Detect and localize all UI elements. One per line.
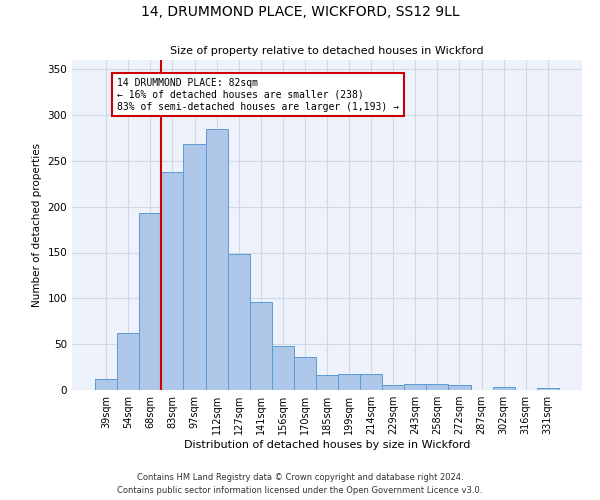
Bar — [493, 387, 515, 390]
Bar — [161, 172, 184, 390]
Bar — [206, 128, 227, 390]
X-axis label: Distribution of detached houses by size in Wickford: Distribution of detached houses by size … — [184, 440, 470, 450]
Y-axis label: Number of detached properties: Number of detached properties — [32, 143, 42, 307]
Bar — [95, 379, 117, 390]
Bar — [184, 144, 206, 390]
Bar — [382, 386, 404, 390]
Text: Contains HM Land Registry data © Crown copyright and database right 2024.
Contai: Contains HM Land Registry data © Crown c… — [118, 474, 482, 495]
Bar — [272, 346, 294, 390]
Bar — [427, 384, 448, 390]
Bar — [139, 213, 161, 390]
Bar — [227, 254, 250, 390]
Bar — [117, 333, 139, 390]
Bar — [537, 388, 559, 390]
Bar — [404, 384, 427, 390]
Text: 14 DRUMMOND PLACE: 82sqm
← 16% of detached houses are smaller (238)
83% of semi-: 14 DRUMMOND PLACE: 82sqm ← 16% of detach… — [117, 78, 399, 112]
Title: Size of property relative to detached houses in Wickford: Size of property relative to detached ho… — [170, 46, 484, 56]
Text: 14, DRUMMOND PLACE, WICKFORD, SS12 9LL: 14, DRUMMOND PLACE, WICKFORD, SS12 9LL — [140, 5, 460, 19]
Bar — [448, 384, 470, 390]
Bar — [338, 374, 360, 390]
Bar — [250, 302, 272, 390]
Bar — [316, 376, 338, 390]
Bar — [360, 374, 382, 390]
Bar — [294, 357, 316, 390]
